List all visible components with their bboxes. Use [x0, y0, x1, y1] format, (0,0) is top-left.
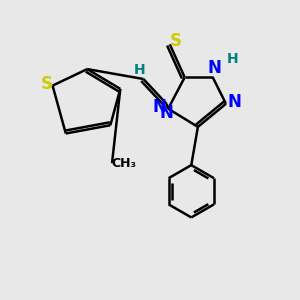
Text: N: N: [228, 93, 242, 111]
Text: N: N: [160, 104, 173, 122]
Text: CH₃: CH₃: [111, 157, 136, 170]
Text: N: N: [152, 98, 166, 116]
Text: H: H: [134, 63, 146, 77]
Text: N: N: [207, 59, 221, 77]
Text: S: S: [170, 32, 182, 50]
Text: S: S: [41, 75, 53, 93]
Text: H: H: [227, 52, 239, 66]
